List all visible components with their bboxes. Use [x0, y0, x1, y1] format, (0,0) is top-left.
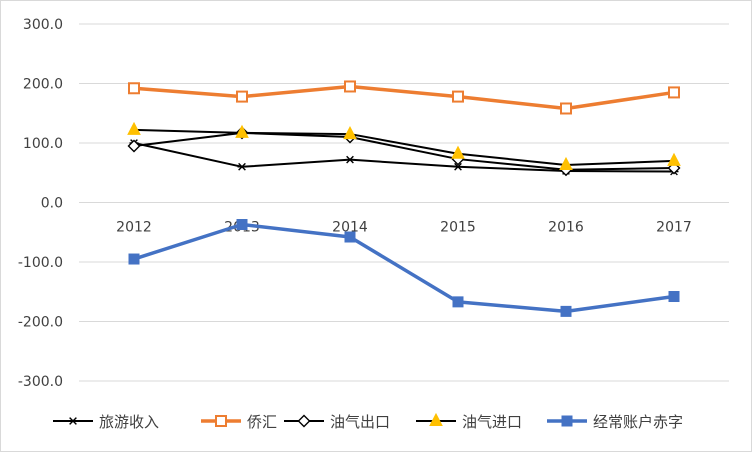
square-marker: [128, 253, 140, 265]
x-tick-label: 2012: [116, 220, 152, 236]
series-line: [133, 222, 675, 314]
square-marker: [128, 82, 140, 95]
diamond-marker: [297, 414, 311, 428]
series-4: [127, 121, 681, 171]
triangle-marker: [559, 156, 573, 171]
series-line: [133, 142, 675, 173]
square-marker: [236, 219, 248, 231]
square-marker: [668, 86, 680, 99]
square-marker: [561, 415, 573, 427]
y-tick-label: 100.0: [23, 136, 63, 152]
square-marker: [215, 415, 227, 427]
x-tick-label: 2016: [548, 220, 584, 236]
square-marker: [560, 102, 572, 115]
legend-item: 旅游收入: [53, 413, 159, 431]
series-line: [133, 84, 675, 111]
y-axis-ticks: 300.0 200.0 100.0 0.0 -100.0 -200.0 -300.0: [18, 17, 63, 390]
legend-label: 旅游收入: [99, 413, 159, 431]
star-marker: [345, 155, 355, 164]
y-tick-label: 0.0: [41, 196, 63, 212]
legend-item: 油气出口: [284, 413, 390, 431]
y-tick-label: -200.0: [18, 315, 63, 331]
legend-label: 油气进口: [462, 413, 522, 431]
series-3: [127, 126, 681, 177]
diamond-marker: [127, 139, 141, 153]
square-marker: [344, 80, 356, 93]
triangle-marker: [429, 412, 443, 426]
series-line: [133, 131, 675, 171]
x-tick-label: 2017: [656, 220, 692, 236]
series-group: [127, 80, 681, 317]
star-marker: [68, 417, 78, 425]
gridlines: [79, 23, 729, 382]
series-5: [128, 219, 680, 317]
legend-label: 经常账户赤字: [593, 413, 683, 431]
square-marker: [344, 231, 356, 243]
legend-item: 经常账户赤字: [547, 413, 683, 431]
legend-label: 侨汇: [247, 413, 277, 431]
triangle-marker: [343, 125, 357, 140]
y-tick-label: 200.0: [23, 77, 63, 93]
square-marker: [236, 90, 248, 103]
x-tick-label: 2014: [332, 220, 368, 236]
square-marker: [452, 90, 464, 103]
legend-label: 油气出口: [330, 413, 390, 431]
y-tick-label: -300.0: [18, 374, 63, 390]
square-marker: [452, 296, 464, 308]
triangle-marker: [667, 152, 681, 166]
y-tick-label: 300.0: [23, 17, 63, 33]
legend: 旅游收入 侨汇 油气出口 油气进口 经常账户赤字: [53, 412, 683, 431]
y-tick-label: -100.0: [18, 255, 63, 271]
series-line: [133, 128, 675, 167]
x-axis-ticks: 201220132014201520162017: [116, 220, 692, 236]
series-2: [128, 80, 680, 115]
triangle-marker: [235, 124, 249, 138]
triangle-marker: [127, 121, 141, 135]
star-marker: [453, 162, 463, 171]
triangle-marker: [451, 145, 465, 159]
x-tick-label: 2015: [440, 220, 476, 236]
star-marker: [237, 162, 247, 171]
square-marker: [560, 305, 572, 317]
legend-item: 侨汇: [201, 413, 277, 431]
square-marker: [668, 291, 680, 303]
legend-item: 油气进口: [416, 412, 522, 431]
